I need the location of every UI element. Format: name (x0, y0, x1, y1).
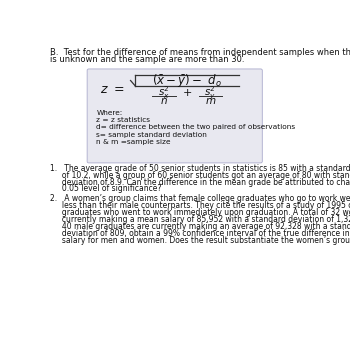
Text: $s_y^2$: $s_y^2$ (204, 84, 216, 102)
Text: deviation of 8.9. Can the difference in the mean grade be attributed to chance, : deviation of 8.9. Can the difference in … (50, 177, 350, 187)
Text: n & m =sample size: n & m =sample size (97, 139, 171, 145)
Text: $z\ =$: $z\ =$ (99, 83, 124, 96)
Text: less than their male counterparts. They cite the results of a study of 1995 coll: less than their male counterparts. They … (50, 201, 350, 210)
Text: $n$: $n$ (160, 96, 168, 105)
FancyBboxPatch shape (87, 69, 262, 163)
Text: $m$: $m$ (205, 96, 216, 105)
Text: 2.   A women’s group claims that female college graduates who go to work were pa: 2. A women’s group claims that female co… (50, 195, 350, 203)
Text: deviation of 809, obtain a 99% confidence interval of the true difference in mea: deviation of 809, obtain a 99% confidenc… (50, 229, 350, 238)
Text: $(\bar{x}-\bar{y})-\ d_o$: $(\bar{x}-\bar{y})-\ d_o$ (152, 72, 222, 89)
Text: is unknown and the sample are more than 30.: is unknown and the sample are more than … (50, 55, 244, 64)
Text: Where:: Where: (97, 110, 123, 116)
Text: graduates who went to work immediately upon graduation. A total of 32 women are: graduates who went to work immediately u… (50, 208, 350, 217)
Text: B.  Test for the difference of means from independent samples when the populatio: B. Test for the difference of means from… (50, 48, 350, 57)
Text: $s_x^2$: $s_x^2$ (158, 84, 170, 101)
Text: s= sample standard deviation: s= sample standard deviation (97, 132, 207, 138)
Text: currently making a mean salary of 85,952 with a standard deviation of 1,328, whi: currently making a mean salary of 85,952… (50, 215, 350, 224)
Text: of 10.2, while a group of 60 senior students got an average of 80 with standard: of 10.2, while a group of 60 senior stud… (50, 170, 350, 180)
Text: z = z statistics: z = z statistics (97, 117, 150, 123)
Text: 1.   The average grade of 50 senior students in statistics is 85 with a standard: 1. The average grade of 50 senior studen… (50, 164, 350, 173)
Text: 0.05 level of significance?: 0.05 level of significance? (50, 184, 161, 194)
Text: $+$: $+$ (182, 87, 192, 98)
Text: d= difference between the two paired of observations: d= difference between the two paired of … (97, 124, 295, 131)
Text: salary for men and women. Does the result substantiate the women’s group’s claim: salary for men and women. Does the resul… (50, 236, 350, 245)
Text: 40 male graduates are currently making an average of 92,328 with a standard: 40 male graduates are currently making a… (50, 222, 350, 231)
